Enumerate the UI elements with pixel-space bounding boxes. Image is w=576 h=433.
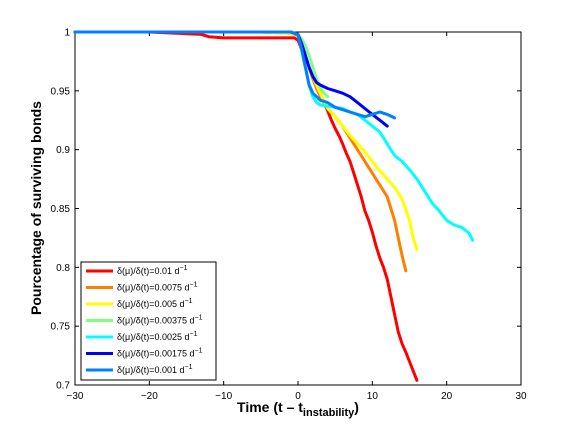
axis-ticks: −30 −20 −10 0 10 20 30 0.7 0.75 0.8 0.85 0.9 0.95 1 — [51, 28, 527, 403]
series-line-1 — [73, 30, 419, 382]
legend-label: δ(μ)/δ(t)=0.0075 d−1 — [117, 282, 198, 293]
series-line-7 — [73, 30, 397, 120]
legend-item: δ(μ)/δ(t)=0.00175 d−1 — [86, 348, 203, 359]
x-tick-label: −10 — [215, 391, 232, 402]
x-tick-label: −20 — [141, 391, 158, 402]
x-tick-label: 0 — [295, 391, 301, 402]
legend-item: δ(μ)/δ(t)=0.0075 d−1 — [86, 282, 198, 293]
x-axis-label-close: ) — [354, 399, 359, 415]
legend-item: δ(μ)/δ(t)=0.001 d−1 — [86, 364, 193, 375]
y-axis-label: Pourcentage of surviving bonds — [28, 101, 44, 315]
x-tick-label: 10 — [367, 391, 379, 402]
legend-label: δ(μ)/δ(t)=0.005 d−1 — [117, 298, 193, 309]
legend-label: δ(μ)/δ(t)=0.0025 d−1 — [117, 331, 198, 342]
y-tick-label: 0.75 — [51, 322, 71, 333]
y-tick-label: 0.85 — [51, 204, 71, 215]
x-axis-label: Time (t – tinstability) — [237, 399, 359, 419]
y-tick-label: 0.9 — [56, 145, 70, 156]
x-axis-label-main: Time (t – t — [237, 399, 303, 415]
legend-label: δ(μ)/δ(t)=0.01 d−1 — [117, 265, 188, 276]
legend-item: δ(μ)/δ(t)=0.01 d−1 — [86, 265, 188, 276]
x-axis-label-subscript: instability — [303, 407, 355, 419]
legend-item: δ(μ)/δ(t)=0.005 d−1 — [86, 298, 193, 309]
y-tick-label: 1 — [64, 28, 70, 39]
legend-label: δ(μ)/δ(t)=0.00175 d−1 — [117, 348, 203, 359]
y-tick-label: 0.7 — [56, 381, 70, 392]
series-lines — [73, 30, 475, 382]
legend-item: δ(μ)/δ(t)=0.00375 d−1 — [86, 315, 203, 326]
x-tick-label: 30 — [515, 391, 527, 402]
legend-label: δ(μ)/δ(t)=0.00375 d−1 — [117, 315, 203, 326]
legend-label: δ(μ)/δ(t)=0.001 d−1 — [117, 364, 193, 375]
y-tick-label: 0.8 — [56, 263, 70, 274]
legend: δ(μ)/δ(t)=0.01 d−1 δ(μ)/δ(t)=0.0075 d−1 δ(… — [80, 261, 217, 381]
x-tick-label: −30 — [67, 391, 84, 402]
x-tick-label: 20 — [441, 391, 453, 402]
y-tick-label: 0.95 — [51, 86, 71, 97]
legend-item: δ(μ)/δ(t)=0.0025 d−1 — [86, 331, 198, 342]
